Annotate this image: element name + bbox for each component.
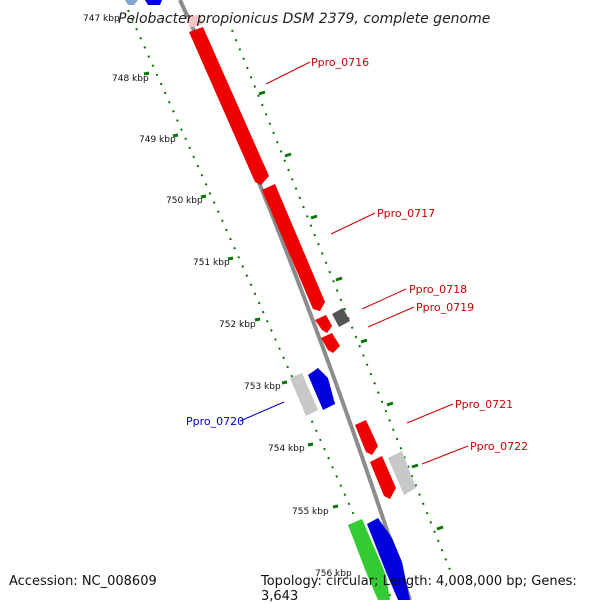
- gene-feature[interactable]: [145, 0, 162, 5]
- gene-ppro-0721[interactable]: [355, 420, 378, 455]
- gene-ppro-0722[interactable]: [388, 451, 416, 495]
- gene-ppro-0720[interactable]: [290, 373, 318, 416]
- tick-label: 747 kbp: [83, 14, 120, 24]
- tick-label: 750 kbp: [166, 196, 203, 206]
- tick-mark: [436, 525, 444, 531]
- tick-mark: [227, 256, 234, 261]
- leader-line: [361, 288, 407, 310]
- gene-label[interactable]: Ppro_0718: [409, 283, 467, 296]
- tick-mark: [411, 463, 419, 469]
- leader-line: [265, 61, 311, 85]
- gene-label[interactable]: Ppro_0722: [470, 440, 528, 453]
- tick-mark: [335, 276, 343, 282]
- tick-mark: [360, 338, 368, 344]
- tick-mark: [386, 401, 394, 407]
- leader-line: [406, 403, 454, 424]
- tick-mark: [310, 214, 318, 220]
- gene-label[interactable]: Ppro_0717: [377, 207, 435, 220]
- leader-line: [330, 212, 376, 235]
- outer-tick-marks: [258, 90, 444, 531]
- gene-ppro-0719[interactable]: [321, 333, 340, 353]
- gene-label[interactable]: Ppro_0721: [455, 398, 513, 411]
- gene-ppro-0717[interactable]: [262, 184, 325, 311]
- page-title: Pelobacter propionicus DSM 2379, complet…: [118, 11, 490, 27]
- leader-line-blue: [239, 401, 285, 422]
- gene-feature[interactable]: [186, 14, 203, 28]
- gene-ppro-0718[interactable]: [315, 315, 332, 333]
- gene-feature-green[interactable]: [348, 519, 390, 600]
- tick-label: 754 kbp: [268, 444, 305, 454]
- tick-marks: [143, 71, 339, 509]
- tick-mark: [284, 152, 292, 158]
- gene-label[interactable]: Ppro_0720: [186, 415, 244, 428]
- tick-label: 749 kbp: [139, 135, 176, 145]
- tick-label: 756 kbp: [315, 569, 352, 579]
- tick-label: 753 kbp: [244, 382, 281, 392]
- gene-ppro-0716[interactable]: [189, 27, 269, 185]
- gene-feature[interactable]: [125, 0, 138, 5]
- tick-mark: [281, 380, 288, 385]
- outer-dotted-track: [231, 29, 451, 571]
- tick-mark: [200, 194, 207, 199]
- leader-line: [367, 306, 415, 328]
- gene-feature-dark[interactable]: [332, 308, 350, 327]
- gene-label[interactable]: Ppro_0719: [416, 301, 474, 314]
- tick-label: 755 kbp: [292, 507, 329, 517]
- gene-feature[interactable]: [370, 456, 396, 499]
- tick-mark: [332, 504, 339, 509]
- tick-mark: [307, 442, 314, 447]
- tick-mark: [172, 133, 179, 138]
- inner-dotted-track: [127, 9, 393, 600]
- tick-mark: [143, 71, 150, 76]
- accession-text: Accession: NC_008609: [9, 574, 157, 589]
- gene-feature-blue[interactable]: [308, 368, 335, 410]
- tick-mark: [254, 317, 261, 322]
- gene-label[interactable]: Ppro_0716: [311, 56, 369, 69]
- tick-label: 751 kbp: [193, 258, 230, 268]
- gene-feature-blue[interactable]: [367, 518, 410, 600]
- leader-line: [421, 445, 469, 465]
- leader-lines: [265, 61, 469, 465]
- tick-mark: [258, 90, 266, 96]
- tick-label: 748 kbp: [112, 74, 149, 84]
- tick-label: 752 kbp: [219, 320, 256, 330]
